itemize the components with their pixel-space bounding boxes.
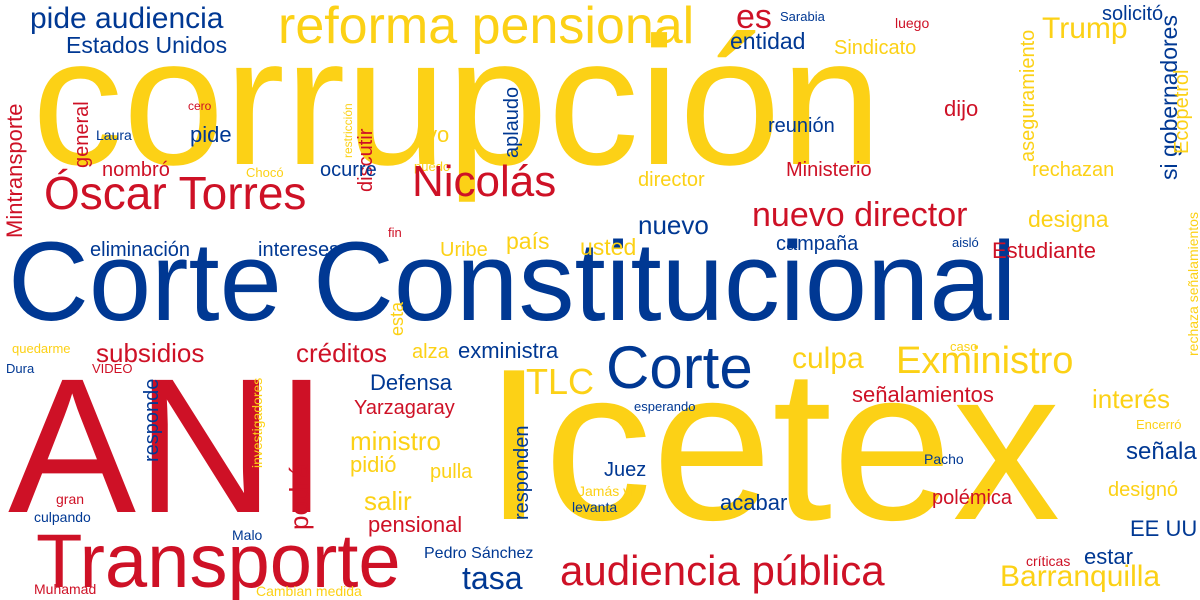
word-polemica: polémica: [932, 487, 1013, 509]
word-senalamientos: señalamientos: [852, 382, 994, 407]
word-interes: interés: [1092, 384, 1171, 414]
word-video: VIDEO: [92, 361, 133, 376]
word-nuevo: nuevo: [638, 210, 709, 240]
word-ocurre: ocurre: [320, 159, 377, 181]
word-barranquilla: Barranquilla: [1000, 560, 1161, 593]
word-luego: luego: [895, 15, 930, 31]
word-pide-audiencia: pide audiencia: [30, 2, 224, 35]
word-ecopetrol: Ecopetrol: [1171, 69, 1193, 155]
word-ani: ANI: [8, 338, 329, 553]
word-pulla: pulla: [430, 461, 473, 483]
word-criticas: críticas: [1026, 553, 1071, 569]
word-levanta: levanta: [572, 499, 618, 515]
word-rechazan: rechazan: [1032, 159, 1115, 181]
word-director: director: [638, 169, 705, 191]
word-senala: señala: [1126, 438, 1197, 465]
word-caso: caso: [950, 339, 978, 354]
word-acabar: acabar: [720, 490, 788, 515]
word-encerro: Encerró: [1136, 417, 1182, 432]
word-responde: responde: [141, 378, 163, 462]
word-defensa: Defensa: [370, 370, 452, 395]
word-ministro: ministro: [350, 426, 442, 456]
word-corte: Corte: [606, 334, 753, 401]
word-investigadores: investigadores: [249, 377, 265, 468]
word-dijo: dijo: [944, 96, 979, 121]
word-puedo: puedo: [414, 159, 451, 174]
word-culpando: culpando: [34, 509, 91, 525]
word-responden: responden: [511, 425, 533, 520]
word-estados-unidos: Estados Unidos: [66, 32, 228, 58]
word-creditos: créditos: [296, 338, 388, 368]
word-designa: designa: [1028, 206, 1109, 232]
word-intereses: intereses: [258, 239, 340, 261]
word-aplaudo: aplaudo: [501, 86, 523, 158]
word-uribe: Uribe: [440, 239, 488, 261]
word-pensional: pensional: [368, 512, 463, 537]
word-estar: estar: [1084, 544, 1133, 569]
word-ee-uu: EE UU: [1130, 516, 1198, 541]
word-estudiante: Estudiante: [992, 238, 1096, 263]
word-sarabia: Sarabia: [780, 9, 825, 24]
word-exministra: exministra: [458, 338, 559, 363]
word-nicolas: Nicolás: [412, 157, 557, 206]
word-quedarme: quedarme: [12, 341, 71, 356]
word-reforma-pensional: reforma pensional: [278, 0, 695, 55]
word-pais: país: [506, 228, 550, 254]
word-designo: designó: [1108, 479, 1179, 501]
word-entidad: entidad: [730, 28, 806, 54]
word-aislo: aisló: [952, 235, 979, 250]
word-aseguramiento: aseguramiento: [1017, 29, 1039, 162]
word-solicito: solicitó: [1102, 3, 1164, 25]
word-exministro: Exministro: [896, 340, 1074, 382]
word-esperando: esperando: [634, 399, 696, 414]
word-icetex: Icetex: [484, 323, 1061, 565]
word-mintransporte: Mintransporte: [2, 103, 27, 238]
word-cero: cero: [188, 99, 212, 113]
word-trump: Trump: [1042, 12, 1128, 45]
word-pedro-sanchez: Pedro Sánchez: [424, 545, 534, 562]
word-dura: Dura: [6, 361, 35, 376]
word-muhamad: Muhamad: [34, 581, 97, 597]
word-nuevo-director: nuevo director: [752, 196, 968, 234]
word-gran: gran: [56, 491, 85, 507]
word-general: general: [71, 101, 93, 168]
word-juez: Juez: [604, 459, 647, 481]
word-oscar-torres: Óscar Torres: [44, 167, 307, 219]
word-choco: Chocó: [246, 165, 284, 180]
word-nombro: nombró: [102, 159, 170, 181]
word-audiencia-publica: audiencia pública: [560, 547, 885, 594]
word-laura: Laura: [96, 127, 132, 143]
word-transporte: Transporte: [36, 519, 401, 600]
word-pidio: pidió: [350, 452, 397, 477]
word-salir: salir: [364, 486, 412, 516]
word-sindicato: Sindicato: [834, 37, 917, 59]
word-pacho: Pacho: [924, 451, 964, 467]
word-corte-constitucional: Corte Constitucional: [8, 219, 1017, 344]
word-pide: pide: [190, 122, 232, 147]
word-cambian-medida: Cambian medida: [256, 583, 362, 599]
word-eliminacion: eliminación: [90, 239, 191, 261]
word-jamas-vi: Jamás vi: [578, 483, 634, 499]
word-podra: podrá: [284, 463, 314, 531]
word-campana: campaña: [776, 233, 859, 255]
word-yarzagaray: Yarzagaray: [354, 397, 455, 419]
word-malo: Malo: [232, 527, 263, 543]
word-esta: esta: [387, 301, 407, 336]
word-usted: usted: [580, 234, 637, 260]
word-ministerio: Ministerio: [786, 159, 872, 181]
word-restriccion: restricción: [341, 103, 355, 158]
word-yo: yo: [426, 122, 450, 147]
word-tlc: TLC: [526, 361, 595, 402]
word-subsidios: subsidios: [96, 338, 205, 368]
word-corrupcion: corrupción: [32, 0, 882, 203]
word-tasa: tasa: [462, 560, 523, 596]
word-reunion: reunión: [768, 115, 835, 137]
word-rechaza-senalamientos: rechaza señalamientos: [1185, 212, 1200, 356]
word-culpa: culpa: [792, 342, 864, 375]
word-fin: fin: [388, 225, 402, 240]
word-es: es: [736, 0, 772, 36]
word-alza: alza: [412, 341, 449, 363]
